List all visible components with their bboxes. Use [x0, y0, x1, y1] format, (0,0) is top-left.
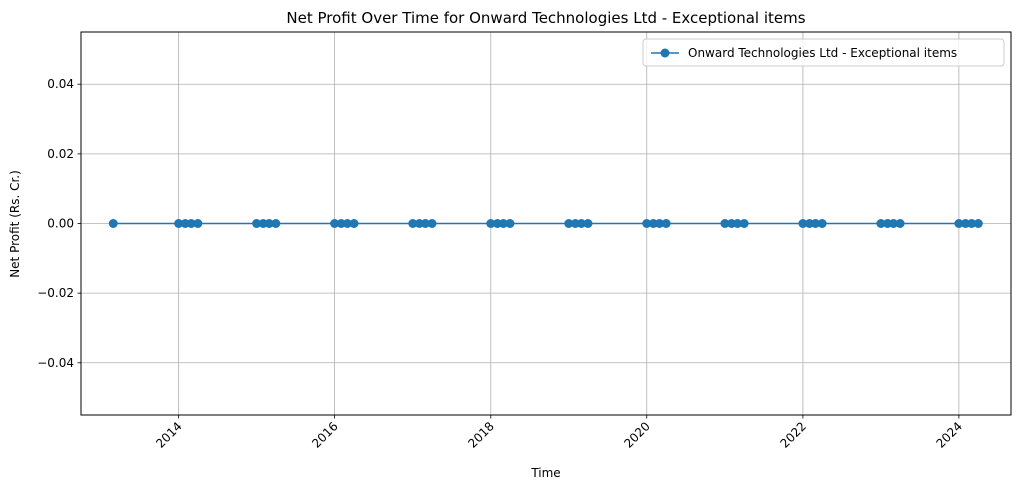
data-point [486, 219, 496, 228]
y-tick-label: 0.04 [47, 77, 74, 91]
data-point [336, 219, 346, 228]
data-point [193, 219, 203, 228]
y-tick-label: 0.00 [47, 217, 74, 231]
data-point [960, 219, 970, 228]
data-point [661, 219, 671, 228]
x-tick-label: 2014 [153, 419, 184, 450]
data-point [505, 219, 515, 228]
data-point [973, 219, 983, 228]
data-point [954, 219, 964, 228]
y-tick-label: −0.04 [37, 356, 74, 370]
data-point [271, 219, 281, 228]
data-point [108, 219, 118, 228]
x-tick-label: 2016 [309, 419, 340, 450]
data-point [264, 219, 274, 228]
data-point [564, 219, 574, 228]
data-point [349, 219, 359, 228]
data-point [408, 219, 418, 228]
data-point [427, 219, 437, 228]
data-point [330, 219, 340, 228]
legend-label: Onward Technologies Ltd - Exceptional it… [688, 46, 957, 60]
data-point [811, 219, 821, 228]
data-point [420, 219, 430, 228]
data-point [733, 219, 743, 228]
x-axis-label: Time [530, 466, 560, 480]
data-point [967, 219, 977, 228]
x-axis-ticks: 2014 2016 2018 2020 2022 2024 [153, 415, 965, 451]
data-point [817, 219, 827, 228]
data-point [888, 219, 898, 228]
data-point [342, 219, 352, 228]
data-point [876, 219, 886, 228]
legend: Onward Technologies Ltd - Exceptional it… [642, 38, 1005, 67]
data-point [720, 219, 730, 228]
data-point [642, 219, 652, 228]
data-point [252, 219, 262, 228]
chart-title: Net Profit Over Time for Onward Technolo… [286, 9, 805, 27]
data-point [655, 219, 665, 228]
data-point [648, 219, 658, 228]
data-point [174, 219, 184, 228]
series-group [108, 219, 983, 228]
data-point [576, 219, 586, 228]
y-tick-label: 0.02 [47, 147, 74, 161]
data-point [186, 219, 196, 228]
y-tick-label: −0.02 [37, 286, 74, 300]
legend-marker-swatch [660, 48, 670, 58]
y-axis-ticks: −0.04 −0.02 0.00 0.02 0.04 [37, 77, 81, 370]
data-point [498, 219, 508, 228]
x-tick-label: 2020 [621, 419, 652, 450]
x-tick-label: 2024 [933, 419, 964, 450]
data-point [739, 219, 749, 228]
data-point [895, 219, 905, 228]
data-point [798, 219, 808, 228]
data-point [583, 219, 593, 228]
y-axis-label: Net Profit (Rs. Cr.) [8, 170, 22, 278]
legend-box [642, 38, 1005, 67]
x-tick-label: 2018 [465, 419, 496, 450]
x-tick-label: 2022 [778, 419, 809, 450]
